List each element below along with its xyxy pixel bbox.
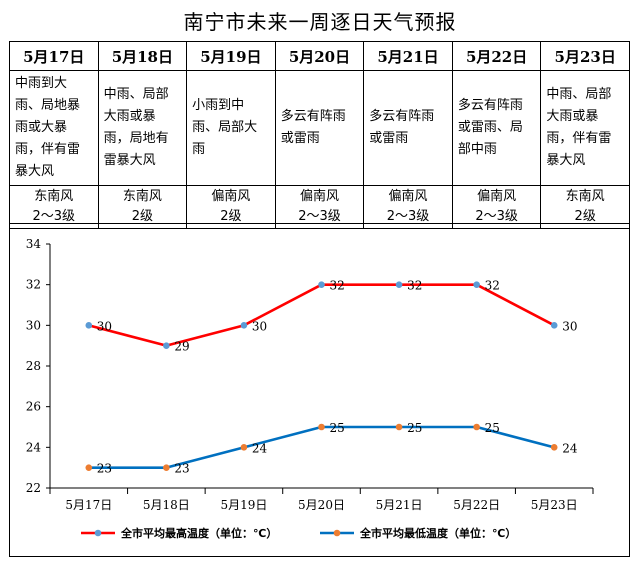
forecast-table: 5月17日 5月18日 5月19日 5月20日 5月21日 5月22日 5月23… <box>9 41 630 229</box>
low-temp-point <box>85 464 93 471</box>
y-tick-label: 26 <box>26 400 41 414</box>
x-tick-label: 5月23日 <box>531 498 578 512</box>
low-temp-label: 24 <box>562 441 578 455</box>
wind-cell: 偏南风 2～3级 <box>274 185 365 229</box>
weather-cell: 中雨、局部大雨或暴雨，伴有雷暴大风 <box>540 70 630 186</box>
high-temp-point <box>240 322 248 329</box>
wind-direction: 偏南风 <box>299 189 339 204</box>
weather-cell: 小雨到中雨、局部大雨 <box>186 70 276 186</box>
wind-direction: 偏南风 <box>388 189 428 204</box>
wind-level: 2级 <box>220 209 242 224</box>
wind-direction: 偏南风 <box>211 189 251 204</box>
high-temp-line <box>88 283 555 347</box>
low-temp-point <box>318 423 325 431</box>
wind-cell: 偏南风 2级 <box>186 185 276 229</box>
high-temp-label: 30 <box>562 319 577 333</box>
x-tick-label: 5月22日 <box>453 498 500 512</box>
legend-marker <box>94 529 102 537</box>
weather-cell: 多云有阵雨或雷雨 <box>274 70 365 186</box>
y-tick-label: 22 <box>26 481 41 495</box>
wind-level: 2级 <box>574 209 596 224</box>
wind-level: 2级 <box>131 209 153 224</box>
low-temp-point <box>473 423 480 431</box>
high-temp-point <box>163 342 170 349</box>
high-temp-point <box>473 281 480 288</box>
wind-level: 2～3级 <box>386 209 430 224</box>
weather-cell: 中雨到大雨、局地暴雨或大暴雨，伴有雷暴大风 <box>9 70 99 186</box>
date-cell: 5月20日 <box>274 41 365 71</box>
legend-marker <box>333 529 341 537</box>
x-tick-label: 5月17日 <box>65 498 112 512</box>
high-temp-label: 30 <box>252 319 267 333</box>
high-temp-label: 32 <box>485 279 500 293</box>
y-tick-label: 30 <box>26 318 41 332</box>
x-tick-label: 5月21日 <box>376 498 423 512</box>
x-tick-label: 5月20日 <box>298 498 345 512</box>
low-temp-label: 23 <box>174 462 189 476</box>
chart-svg: 22 24 26 28 30 32 34 5月17日 5月18日 5月19日 5月20日 5月21日 5… <box>26 237 594 540</box>
weather-cell: 中雨、局部大雨或暴雨，局地有雷暴大风 <box>97 70 188 186</box>
high-temp-label: 32 <box>407 279 422 293</box>
y-tick-label: 32 <box>26 278 41 292</box>
high-temp-point <box>318 281 325 288</box>
y-tick-label: 34 <box>26 237 42 251</box>
date-cell: 5月21日 <box>363 41 453 71</box>
date-cell: 5月19日 <box>186 41 276 71</box>
wind-row: 东南风 2～3级 东南风 2级 偏南风 2级 偏南风 2～3级 偏南风 2～3级 偏南风 2… <box>9 185 630 229</box>
wind-cell: 东南风 2级 <box>97 185 188 229</box>
temperature-chart: 22 24 26 28 30 32 34 5月17日 5月18日 5月19日 5月20日 5月21日 5… <box>9 223 630 557</box>
wind-level: 2～3级 <box>475 209 518 224</box>
wind-direction: 偏南风 <box>477 189 517 204</box>
high-temp-label: 32 <box>330 279 345 293</box>
low-temp-point <box>550 444 558 451</box>
high-temp-label: 29 <box>174 340 189 354</box>
date-cell: 5月18日 <box>97 41 188 71</box>
high-temp-point <box>395 281 403 288</box>
low-temp-point <box>240 444 248 451</box>
wind-cell: 东南风 2～3级 <box>9 185 99 229</box>
weather-cell: 多云有阵雨或雷雨、局部中雨 <box>451 70 542 186</box>
legend-label: 全市平均最高温度（单位：℃） <box>120 526 277 540</box>
low-temp-point <box>395 423 403 431</box>
date-row: 5月17日 5月18日 5月19日 5月20日 5月21日 5月22日 5月23… <box>9 41 630 71</box>
x-tick-label: 5月19日 <box>220 498 267 512</box>
wind-direction: 东南风 <box>122 189 162 204</box>
page-title: 南宁市未来一周逐日天气预报 <box>183 10 457 34</box>
low-temp-point <box>163 464 170 471</box>
low-temp-label: 24 <box>252 441 268 455</box>
y-tick-label: 28 <box>26 359 41 373</box>
high-temp-point <box>85 322 93 329</box>
wind-level: 2～3级 <box>298 209 341 224</box>
low-temp-label: 25 <box>485 421 500 435</box>
wind-direction: 东南风 <box>34 189 74 204</box>
y-tick-label: 24 <box>26 440 42 454</box>
date-cell: 5月17日 <box>9 41 99 71</box>
date-cell: 5月23日 <box>540 41 630 71</box>
low-temp-label: 23 <box>97 462 112 476</box>
low-temp-label: 25 <box>330 421 345 435</box>
low-temp-label: 25 <box>407 421 422 435</box>
high-temp-label: 30 <box>97 319 112 333</box>
date-cell: 5月22日 <box>451 41 542 71</box>
x-tick-label: 5月18日 <box>143 498 190 512</box>
wind-direction: 东南风 <box>565 189 605 204</box>
weather-cell: 多云有阵雨或雷雨 <box>363 70 453 186</box>
weather-row: 中雨到大雨、局地暴雨或大暴雨，伴有雷暴大风 中雨、局部大雨或暴雨，局地有雷暴大风… <box>9 70 630 186</box>
wind-level: 2～3级 <box>32 209 76 224</box>
wind-cell: 东南风 2级 <box>540 185 630 229</box>
wind-cell: 偏南风 2～3级 <box>363 185 453 229</box>
high-temp-point <box>550 322 558 329</box>
legend-label: 全市平均最低温度（单位：℃） <box>359 526 516 540</box>
